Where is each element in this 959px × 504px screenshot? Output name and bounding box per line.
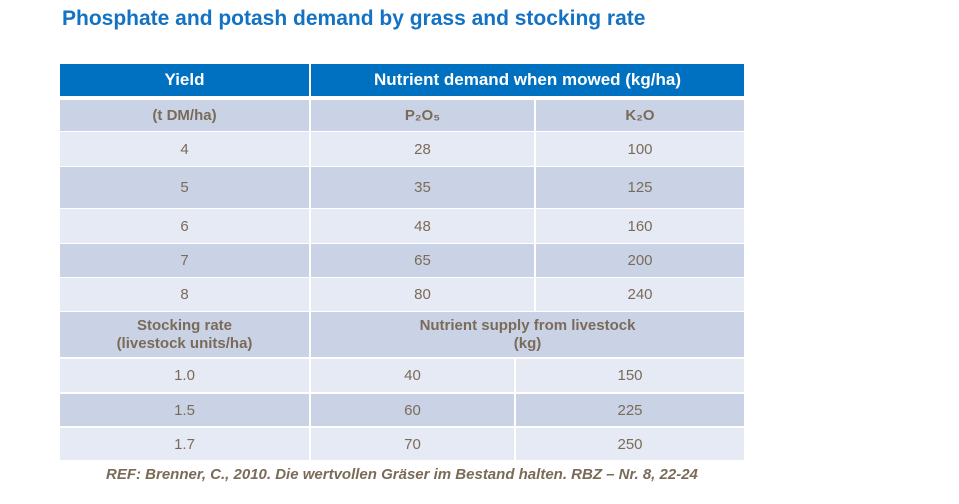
k2o-demand-cell: 160: [536, 209, 744, 243]
slide-title: Phosphate and potash demand by grass and…: [62, 7, 646, 30]
stocking-rate-cell: 1.7: [60, 428, 309, 460]
p2o5-supply-cell: 60: [311, 394, 514, 426]
yield-cell: 4: [60, 132, 309, 166]
yield-cell: 7: [60, 244, 309, 277]
k2o-supply-cell: 250: [516, 428, 744, 460]
k2o-demand-cell: 125: [536, 167, 744, 208]
stocking-header-supply: Nutrient supply from livestock (kg): [311, 312, 744, 357]
yield-cell: 6: [60, 209, 309, 243]
yield-cell: 5: [60, 167, 309, 208]
yield-cell: 8: [60, 278, 309, 311]
k2o-supply-cell: 150: [516, 359, 744, 392]
subheader-p2o5: P₂O₅: [311, 100, 534, 131]
reference-citation: REF: Brenner, C., 2010. Die wertvollen G…: [106, 466, 698, 483]
stocking-rate-cell: 1.0: [60, 359, 309, 392]
subheader-k2o: K₂O: [536, 100, 744, 131]
k2o-demand-cell: 100: [536, 132, 744, 166]
p2o5-demand-cell: 48: [311, 209, 534, 243]
stocking-header-rate: Stocking rate (livestock units/ha): [60, 312, 309, 357]
p2o5-demand-cell: 80: [311, 278, 534, 311]
k2o-demand-cell: 240: [536, 278, 744, 311]
p2o5-demand-cell: 28: [311, 132, 534, 166]
p2o5-demand-cell: 35: [311, 167, 534, 208]
subheader-unit: (t DM/ha): [60, 100, 309, 131]
stocking-rate-cell: 1.5: [60, 394, 309, 426]
k2o-supply-cell: 225: [516, 394, 744, 426]
k2o-demand-cell: 200: [536, 244, 744, 277]
p2o5-supply-cell: 40: [311, 359, 514, 392]
p2o5-demand-cell: 65: [311, 244, 534, 277]
header-yield: Yield: [60, 64, 309, 96]
p2o5-supply-cell: 70: [311, 428, 514, 460]
header-nutrient-demand: Nutrient demand when mowed (kg/ha): [311, 64, 744, 96]
